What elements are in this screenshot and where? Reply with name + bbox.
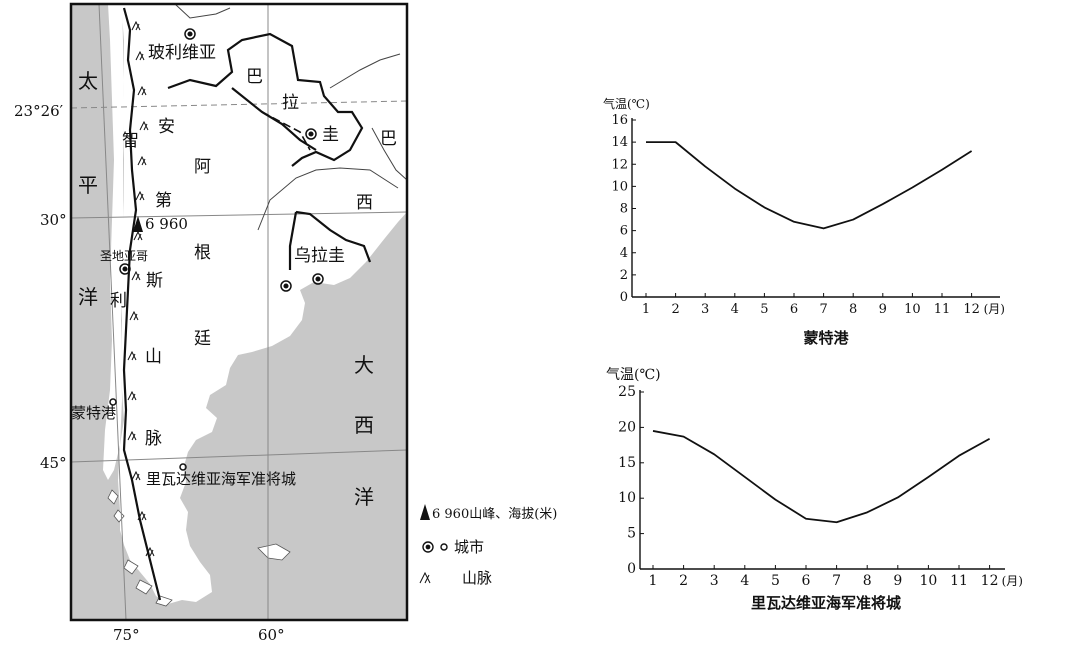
label-andes-4: 山 — [145, 347, 162, 367]
map-islands — [107, 489, 291, 607]
x-tick-label: 4 — [731, 302, 739, 317]
label-paraguay-3: 圭 — [322, 125, 339, 145]
temperature-line — [646, 141, 973, 230]
chart-title: 里瓦达维亚海军准将城 — [751, 594, 901, 612]
peak-label: 6 960 — [145, 215, 188, 233]
legend-city-icon — [422, 541, 448, 553]
label-brazil-1: 巴 — [380, 129, 397, 149]
y-tick-label: 16 — [611, 113, 628, 128]
label-paraguay-1: 巴 — [246, 67, 263, 87]
city-markers — [109, 28, 324, 471]
y-tick-label: 10 — [618, 490, 636, 506]
x-tick-label: 12 — [963, 302, 980, 317]
x-tick-label: 3 — [701, 302, 709, 317]
y-tick-label: 12 — [611, 157, 628, 172]
x-tick-label: 5 — [771, 573, 780, 589]
y-tick-label: 15 — [618, 455, 636, 471]
label-atlantic-2: 西 — [354, 413, 374, 437]
x-tick-label: 11 — [934, 302, 951, 317]
legend-peak-icon — [420, 504, 430, 520]
x-tick-label: 7 — [819, 302, 827, 317]
x-tick-label: 6 — [790, 302, 798, 317]
x-tick-label: 9 — [893, 573, 902, 589]
y-tick-label: 4 — [620, 246, 628, 261]
y-tick-label: 10 — [611, 179, 628, 194]
lat-tropic-label: 23°26′ — [14, 102, 64, 120]
label-atlantic-3: 洋 — [354, 485, 374, 509]
temperature-line — [652, 430, 991, 524]
x-unit-label: (月) — [984, 302, 1005, 316]
label-argentina-3: 廷 — [194, 329, 211, 349]
andes-mountain-symbols — [127, 20, 155, 557]
x-tick-label: 6 — [802, 573, 811, 589]
y-tick-label: 6 — [620, 224, 628, 239]
legend-mountain-label: 山脉 — [462, 569, 492, 587]
label-chile-2: 利 — [110, 291, 127, 311]
label-santiago: 圣地亚哥 — [100, 249, 148, 263]
y-tick-label: 2 — [620, 268, 628, 283]
label-pacific-3: 洋 — [78, 285, 98, 309]
lat-45-label: 45° — [40, 454, 67, 472]
y-tick-label: 0 — [627, 561, 636, 577]
lon-75-label: 75° — [113, 626, 140, 644]
x-tick-label: 8 — [849, 302, 857, 317]
y-tick-label: 20 — [618, 419, 636, 435]
label-andes-5: 脉 — [145, 429, 162, 449]
label-paraguay-2: 拉 — [282, 93, 299, 113]
x-tick-label: 10 — [904, 302, 921, 317]
x-tick-label: 3 — [710, 573, 719, 589]
x-tick-label: 5 — [760, 302, 768, 317]
label-chile-1: 智 — [122, 131, 139, 151]
x-tick-label: 12 — [981, 573, 999, 589]
x-tick-label: 1 — [642, 302, 650, 317]
x-tick-label: 7 — [832, 573, 841, 589]
label-andes-3: 斯 — [146, 271, 163, 291]
y-axis-label: 气温(℃) — [606, 367, 661, 383]
label-rivadavia: 里瓦达维亚海军准将城 — [146, 470, 296, 488]
label-montt: 蒙特港 — [71, 404, 116, 422]
lon-60-label: 60° — [258, 626, 285, 644]
x-tick-label: 11 — [950, 573, 968, 589]
label-bolivia: 玻利维亚 — [148, 43, 216, 63]
y-tick-label: 5 — [627, 526, 636, 542]
legend-city-label: 城市 — [454, 538, 484, 556]
x-tick-label: 8 — [863, 573, 872, 589]
y-axis-label: 气温(℃) — [603, 96, 650, 111]
x-tick-label: 10 — [919, 573, 937, 589]
y-tick-label: 14 — [611, 135, 628, 150]
label-uruguay: 乌拉圭 — [294, 246, 345, 266]
label-argentina-1: 阿 — [194, 157, 211, 177]
x-tick-label: 9 — [879, 302, 887, 317]
x-unit-label: (月) — [1002, 574, 1023, 588]
x-tick-label: 4 — [740, 573, 749, 589]
x-tick-label: 2 — [679, 573, 688, 589]
x-tick-label: 1 — [649, 573, 658, 589]
label-pacific-1: 太 — [78, 69, 98, 93]
y-tick-label: 8 — [620, 202, 628, 217]
peak-triangle-icon — [133, 216, 143, 232]
label-andes-2: 第 — [155, 191, 172, 211]
label-argentina-2: 根 — [194, 243, 211, 263]
label-pacific-2: 平 — [78, 173, 98, 197]
y-tick-label: 25 — [618, 384, 636, 400]
legend-mountain-icon — [419, 571, 431, 584]
chart-title: 蒙特港 — [803, 329, 849, 347]
legend-peak-label: 6 960山峰、海拔(米) — [432, 507, 557, 522]
label-brazil-2: 西 — [356, 193, 373, 213]
y-tick-label: 0 — [620, 290, 628, 305]
label-andes-1: 安 — [158, 117, 175, 137]
chile-strip — [103, 4, 124, 480]
lat-30-label: 30° — [40, 211, 67, 229]
label-atlantic-1: 大 — [354, 353, 374, 377]
map-land — [118, 4, 407, 604]
x-tick-label: 2 — [671, 302, 679, 317]
